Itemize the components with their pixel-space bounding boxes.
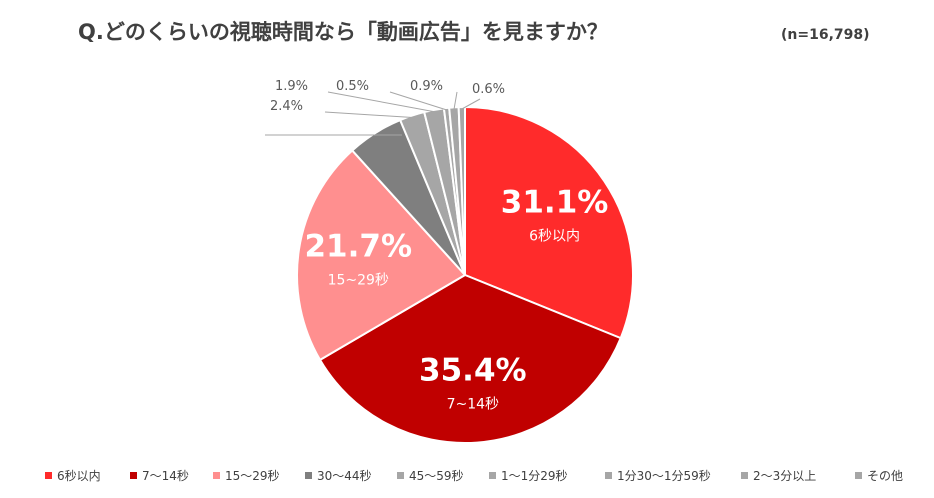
legend-item-2: 7～14秒 <box>130 469 189 483</box>
callout-label-7: 0.5% <box>336 79 369 94</box>
data-label-pct-1: 31.1% <box>501 185 609 221</box>
data-label-cat-3: 15~29秒 <box>328 273 389 289</box>
legend-item-4: 30～44秒 <box>305 469 372 483</box>
legend-label: 7～14秒 <box>142 469 189 483</box>
legend-item-5: 45～59秒 <box>397 469 464 483</box>
leader-line-6 <box>327 91 435 113</box>
leader-line-9 <box>461 98 481 110</box>
data-label-pct-3: 21.7% <box>304 229 412 265</box>
pie-slice-1 <box>464 105 634 340</box>
leader-line-7 <box>389 91 447 111</box>
legend-item-1: 6秒以内 <box>45 469 101 483</box>
legend-swatch <box>45 472 52 479</box>
callout-label-8: 0.9% <box>410 79 443 94</box>
data-label-cat-1: 6秒以内 <box>529 229 580 245</box>
legend-swatch <box>213 472 220 479</box>
data-label-pct-2: 35.4% <box>419 353 527 389</box>
legend-item-6: 1～1分29秒 <box>489 469 568 483</box>
legend-label: 1～1分29秒 <box>501 469 568 483</box>
legend-swatch <box>489 472 496 479</box>
callout-label-9: 0.6% <box>472 82 505 97</box>
legend-label: その他 <box>867 469 903 483</box>
pie-slice-3 <box>296 149 467 362</box>
legend-item-8: 2～3分以上 <box>741 469 816 483</box>
legend: 6秒以内 7～14秒 15～29秒 30～44秒 45～59秒 1～1分29秒 1分30～1… <box>45 469 903 483</box>
chart-title: Q.どのくらいの視聴時間なら「動画広告」を見ますか？ <box>78 20 608 44</box>
legend-swatch <box>130 472 137 479</box>
legend-label: 2～3分以上 <box>753 469 816 483</box>
legend-label: 1分30～1分59秒 <box>617 469 711 483</box>
leader-line-5 <box>324 111 413 118</box>
legend-item-7: 1分30～1分59秒 <box>605 469 711 483</box>
legend-swatch <box>305 472 312 479</box>
legend-label: 30～44秒 <box>317 469 372 483</box>
legend-swatch <box>855 472 862 479</box>
pie-slices <box>296 105 634 444</box>
chart-subtitle: (n=16,798) <box>781 27 870 43</box>
leader-line-8 <box>453 91 458 110</box>
legend-label: 6秒以内 <box>57 469 101 483</box>
legend-item-3: 15～29秒 <box>213 469 280 483</box>
legend-label: 15～29秒 <box>225 469 280 483</box>
legend-item-9: その他 <box>855 469 903 483</box>
legend-swatch <box>605 472 612 479</box>
legend-swatch <box>397 472 404 479</box>
legend-swatch <box>741 472 748 479</box>
callout-labels: 2.4% 1.9% 0.5% 0.9% 0.6% <box>265 79 505 136</box>
callout-label-5: 2.4% <box>270 99 303 114</box>
callout-label-6: 1.9% <box>275 79 308 94</box>
data-label-cat-2: 7~14秒 <box>447 397 499 413</box>
legend-label: 45～59秒 <box>409 469 464 483</box>
inside-labels: 31.1% 6秒以内 35.4% 7~14秒 21.7% 15~29秒 <box>304 185 608 413</box>
